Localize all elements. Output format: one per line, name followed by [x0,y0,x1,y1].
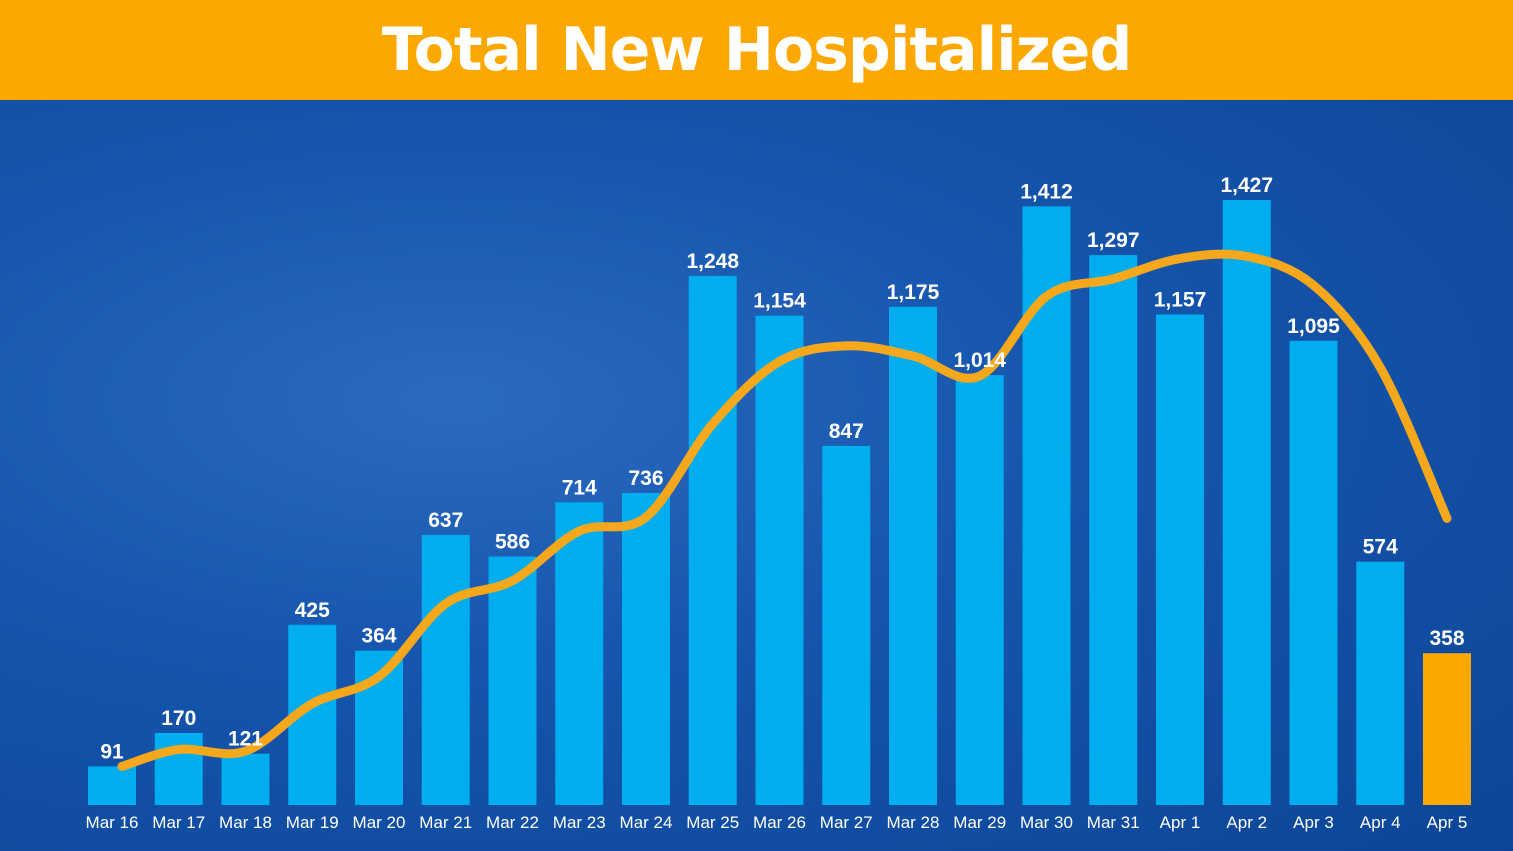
bar [555,502,604,805]
x-tick-label: Mar 20 [353,813,406,832]
x-tick-label: Mar 22 [486,813,539,832]
data-label: 1,248 [686,250,739,273]
bar [1089,255,1138,806]
x-tick-label: Apr 1 [1160,813,1201,832]
trend-line [117,249,1452,771]
data-label: 637 [428,509,463,532]
data-label: 586 [495,531,530,554]
x-tick-label: Mar 19 [286,813,339,832]
x-tick-label: Mar 26 [753,813,806,832]
x-tick-label: Mar 23 [553,813,606,832]
data-label: 1,175 [887,281,940,304]
data-label: 574 [1363,536,1398,559]
bar [154,732,203,805]
data-label: 364 [361,625,396,648]
bar [955,375,1004,805]
x-tick-label: Mar 29 [953,813,1006,832]
bar [889,306,937,805]
x-tick-label: Mar 16 [86,813,139,832]
data-label: 714 [562,476,597,499]
bar [688,275,737,805]
x-tick-label: Mar 31 [1087,813,1140,832]
data-label: 170 [161,707,196,730]
data-label: 1,427 [1220,174,1273,197]
x-tick-label: Apr 3 [1293,813,1334,832]
bar [822,445,871,805]
x-tick-label: Mar 25 [686,813,739,832]
bar [88,766,136,805]
bar [221,753,270,805]
x-tick-label: Mar 27 [820,813,873,832]
data-label: 847 [829,420,864,443]
data-label: 358 [1429,627,1464,650]
bar [488,556,537,805]
data-label: 1,412 [1020,180,1073,203]
x-tick-label: Apr 4 [1360,813,1401,832]
x-tick-label: Mar 21 [419,813,472,832]
data-label: 1,297 [1087,229,1140,252]
data-label: 1,014 [953,349,1006,372]
data-label: 91 [100,740,124,763]
bar [1356,561,1405,805]
data-label: 121 [228,728,263,751]
bar [1423,653,1471,805]
data-label: 736 [628,467,663,490]
x-tick-label: Apr 2 [1226,813,1267,832]
bar [1222,200,1271,805]
bar [1156,314,1204,805]
chart-title: Total New Hospitalized [381,15,1133,85]
x-tick-label: Mar 17 [152,813,205,832]
data-label: 425 [295,599,330,622]
bar [622,492,670,805]
x-tick-label: Mar 30 [1020,813,1073,832]
bar [421,534,470,805]
bar [755,315,804,805]
title-banner: Total New Hospitalized [0,0,1513,100]
data-label: 1,095 [1287,315,1340,338]
data-label: 1,154 [753,290,806,313]
x-tick-label: Mar 24 [620,813,673,832]
x-tick-label: Apr 5 [1427,813,1468,832]
data-label: 1,157 [1154,288,1207,311]
x-tick-label: Mar 28 [887,813,940,832]
x-tick-label: Mar 18 [219,813,272,832]
bar [1289,340,1338,805]
